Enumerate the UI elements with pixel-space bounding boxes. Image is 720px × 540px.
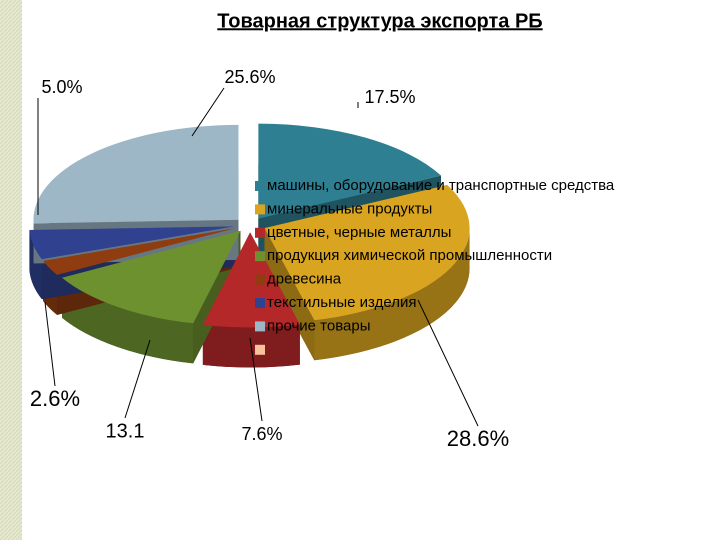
- slice: [258, 123, 442, 219]
- value-label: 7.6%: [241, 424, 282, 444]
- value-label: 5.0%: [41, 77, 82, 97]
- value-label: 13.1: [106, 420, 145, 442]
- leader-line: [124, 339, 151, 419]
- legend-label: машины, оборудование и транспортные сред…: [267, 177, 615, 194]
- slice: [202, 232, 300, 328]
- leader-line: [249, 337, 263, 422]
- slice: [264, 184, 470, 321]
- slice: [29, 226, 235, 260]
- slice: [62, 230, 241, 324]
- chart-title: Товарная структура экспорта РБ: [217, 10, 542, 32]
- slide-border: [0, 0, 22, 540]
- slice: [43, 228, 236, 275]
- leader-line: [191, 87, 225, 137]
- value-label: 17.5%: [364, 87, 415, 107]
- value-label: 25.6%: [224, 67, 275, 87]
- legend-label: прочие товары: [267, 317, 371, 334]
- legend-swatch: [255, 321, 265, 332]
- slice-wall: [264, 228, 315, 361]
- legend-label: древесина: [267, 271, 342, 288]
- legend-swatch: [255, 298, 265, 308]
- slice: [33, 124, 239, 224]
- legend-label: текстильные изделия: [267, 294, 416, 311]
- slice-side: [314, 228, 470, 361]
- legend-swatch: [255, 204, 265, 215]
- legend-label: продукция химической промышленности: [267, 247, 552, 264]
- slice-side: [29, 230, 42, 300]
- legend-label: минеральные продукты: [267, 200, 432, 217]
- leader-line: [44, 301, 56, 387]
- legend-swatch: [255, 251, 265, 262]
- value-label: 2.6%: [30, 386, 80, 411]
- legend-swatch: [255, 344, 265, 355]
- legend-label: цветные, черные металлы: [267, 224, 451, 241]
- leader-line: [417, 299, 479, 427]
- legend-swatch: [255, 227, 265, 238]
- value-label: 28.6%: [447, 426, 509, 451]
- legend-swatch: [255, 181, 265, 191]
- legend-swatch: [255, 274, 265, 285]
